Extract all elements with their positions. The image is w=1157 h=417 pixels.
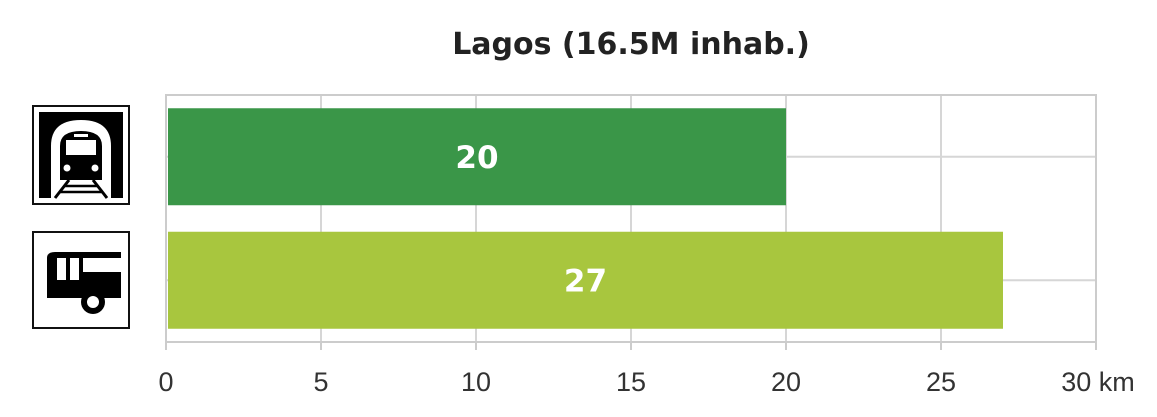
x-tick-label: 20 [771, 367, 801, 397]
chart-title: Lagos (16.5M inhab.) [452, 27, 810, 62]
x-axis-ticks: 0 5 10 15 20 25 30 km [158, 342, 1135, 397]
x-tick-label: 5 [313, 367, 328, 397]
x-tick-label: 0 [158, 367, 173, 397]
bar-value-label: 27 [564, 263, 607, 299]
bar-value-label: 20 [455, 140, 498, 176]
bar-metro [168, 108, 786, 206]
x-tick-label: 25 [926, 367, 956, 397]
bar-bus [168, 231, 1003, 329]
x-tick-label: 10 [461, 367, 491, 397]
x-tick-label: 30 km [1061, 367, 1135, 397]
bus-icon [32, 231, 130, 329]
metro-icon [32, 105, 130, 205]
x-tick-label: 15 [616, 367, 646, 397]
